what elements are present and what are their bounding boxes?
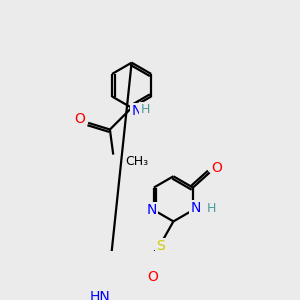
Text: HN: HN xyxy=(89,290,110,300)
Text: N: N xyxy=(190,202,201,215)
Text: S: S xyxy=(157,238,165,253)
Text: O: O xyxy=(212,161,223,176)
Text: N: N xyxy=(146,203,157,217)
Text: CH₃: CH₃ xyxy=(125,155,148,168)
Text: H: H xyxy=(140,103,150,116)
Text: O: O xyxy=(74,112,85,127)
Text: H: H xyxy=(207,202,216,215)
Text: N: N xyxy=(131,104,142,118)
Text: O: O xyxy=(147,270,158,284)
